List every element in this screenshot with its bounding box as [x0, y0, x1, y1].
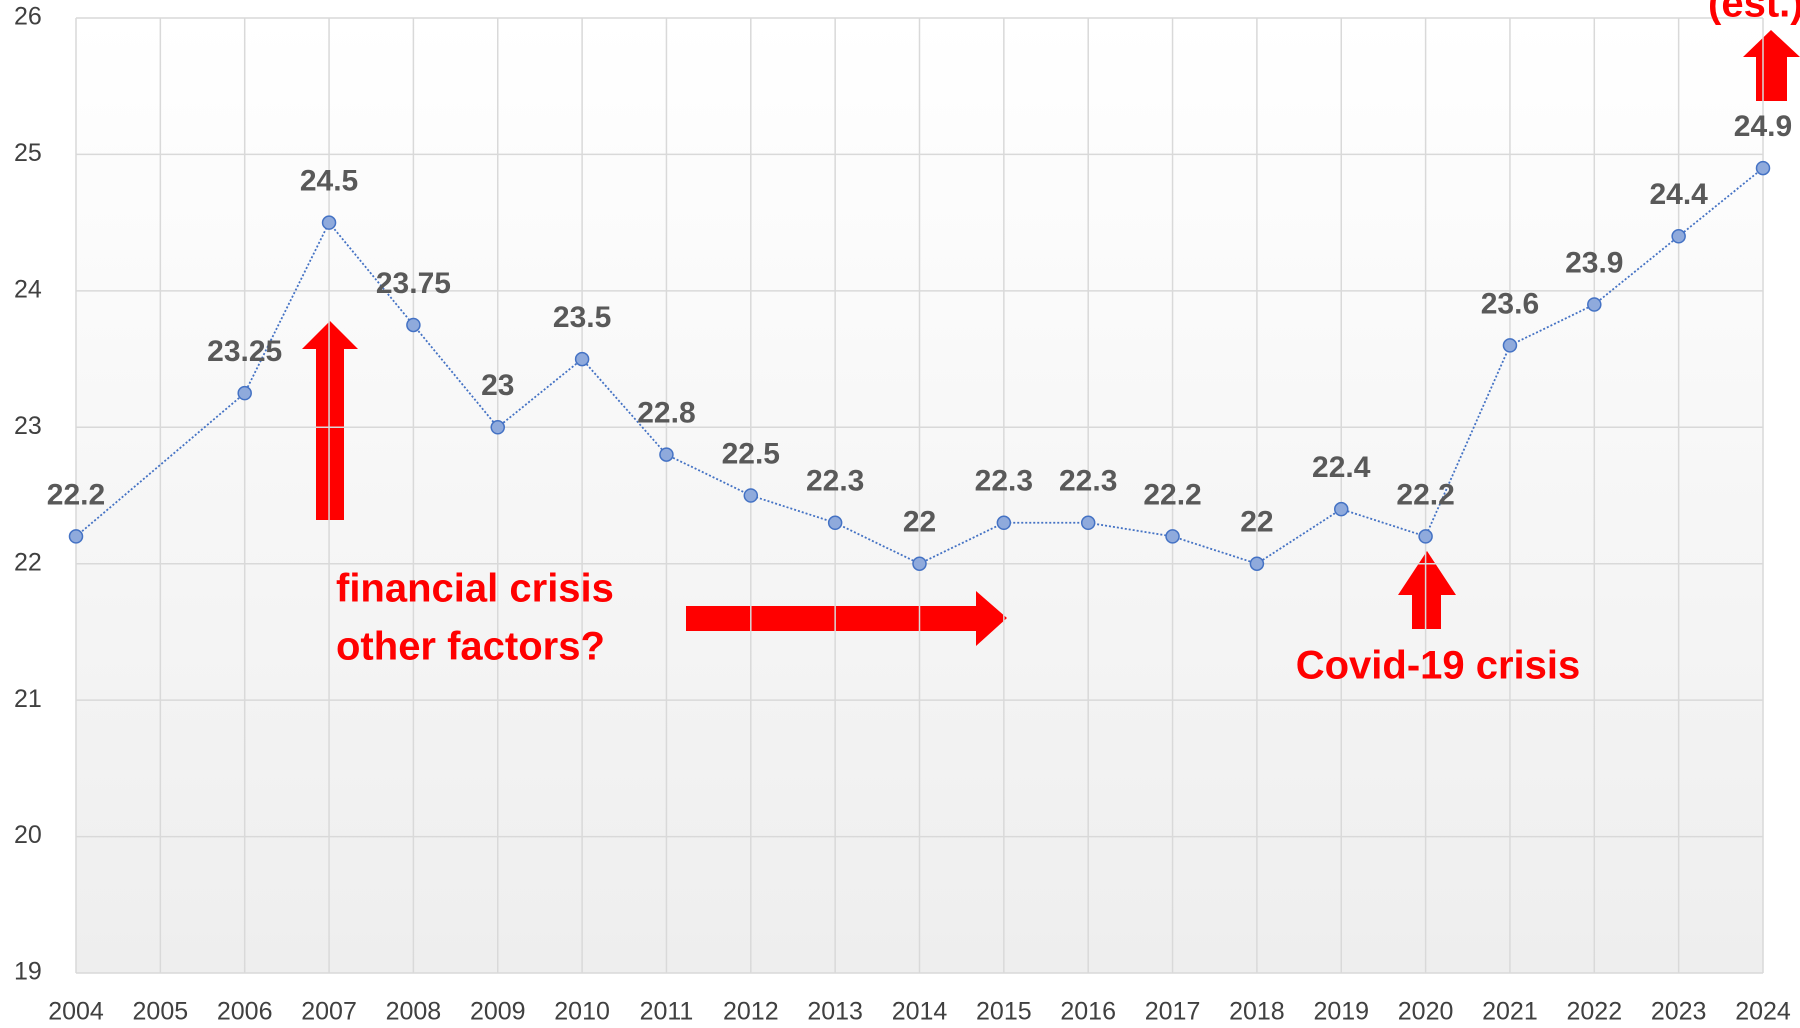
data-label: 22.2	[1143, 478, 1201, 511]
data-point	[1502, 338, 1518, 353]
y-tick-label: 20	[14, 821, 42, 849]
data-label: 23.6	[1481, 287, 1539, 320]
annotation: Covid-19 crisis	[1296, 644, 1581, 688]
data-label: 22.2	[47, 478, 105, 511]
data-label: 23.25	[207, 335, 282, 368]
x-tick-label: 2007	[301, 998, 357, 1026]
x-tick-label: 2015	[976, 998, 1032, 1026]
x-tick-label: 2009	[470, 998, 526, 1026]
data-label: 23.75	[376, 267, 451, 300]
data-label: 23.9	[1565, 246, 1623, 279]
data-point	[1755, 160, 1771, 176]
data-point	[237, 385, 252, 401]
x-tick-label: 2005	[133, 998, 189, 1026]
data-point	[574, 351, 590, 367]
x-tick-label: 2024	[1735, 998, 1791, 1026]
x-tick-label: 2021	[1482, 998, 1538, 1026]
y-tick-label: 22	[14, 548, 42, 576]
data-point	[406, 317, 421, 333]
data-label: 23.5	[553, 301, 611, 334]
data-point	[1587, 297, 1602, 312]
data-point	[1165, 529, 1180, 544]
y-tick-label: 24	[14, 275, 42, 303]
x-tick-label: 2008	[386, 998, 442, 1026]
arrows	[302, 30, 1800, 646]
x-tick-label: 2004	[48, 998, 104, 1026]
data-point	[1334, 501, 1349, 517]
data-label: 22	[1240, 506, 1273, 539]
data-label: 22.3	[806, 465, 864, 498]
x-tick-label: 2006	[217, 998, 273, 1026]
x-tick-label: 2019	[1313, 998, 1369, 1026]
arrow-up	[302, 321, 358, 520]
data-point	[490, 420, 505, 435]
data-point	[743, 488, 759, 503]
annotation: financial crisis	[336, 567, 614, 611]
data-label: 24.4	[1649, 178, 1708, 211]
y-tick-label: 19	[14, 958, 42, 986]
data-label: 24.5	[300, 165, 358, 198]
data-label: 22.3	[975, 465, 1033, 498]
arrow-up	[1743, 30, 1800, 101]
data-point	[996, 515, 1012, 531]
data-point	[68, 529, 84, 544]
data-point	[1249, 556, 1265, 571]
x-tick-label: 2016	[1060, 998, 1116, 1026]
x-tick-label: 2020	[1398, 998, 1454, 1026]
x-tick-label: 2022	[1566, 998, 1622, 1026]
data-label: 23	[481, 369, 514, 402]
data-line	[75, 167, 1764, 565]
x-tick-label: 2023	[1651, 998, 1707, 1026]
data-label: 24.9	[1734, 110, 1792, 143]
data-point	[659, 447, 674, 462]
data-point	[912, 556, 927, 571]
annotation: other factors?	[336, 625, 605, 669]
data-label: 22.2	[1396, 478, 1454, 511]
x-tick-label: 2018	[1229, 998, 1285, 1026]
x-tick-label: 2014	[892, 998, 948, 1026]
x-tick-label: 2010	[554, 998, 610, 1026]
data-point	[321, 215, 337, 230]
x-tick-label: 2013	[807, 998, 863, 1026]
arrow-right	[686, 591, 1007, 646]
y-tick-label: 23	[14, 412, 42, 440]
x-tick-label: 2017	[1145, 998, 1201, 1026]
y-tick-label: 26	[14, 3, 42, 31]
data-point	[1080, 515, 1096, 531]
data-point	[827, 515, 843, 531]
data-label: 22.5	[722, 437, 780, 470]
data-point	[1418, 529, 1433, 544]
annotation: (est.)	[1708, 0, 1800, 26]
x-tick-label: 2012	[723, 998, 779, 1026]
data-label: 22.4	[1312, 451, 1371, 484]
arrow-up	[1398, 551, 1456, 629]
x-tick-label: 2011	[640, 998, 694, 1026]
y-tick-label: 21	[14, 685, 42, 713]
data-label: 22	[903, 506, 936, 539]
data-label: 22.8	[637, 396, 695, 429]
y-tick-label: 25	[14, 139, 42, 167]
data-label: 22.3	[1059, 465, 1117, 498]
data-point	[1671, 229, 1686, 244]
